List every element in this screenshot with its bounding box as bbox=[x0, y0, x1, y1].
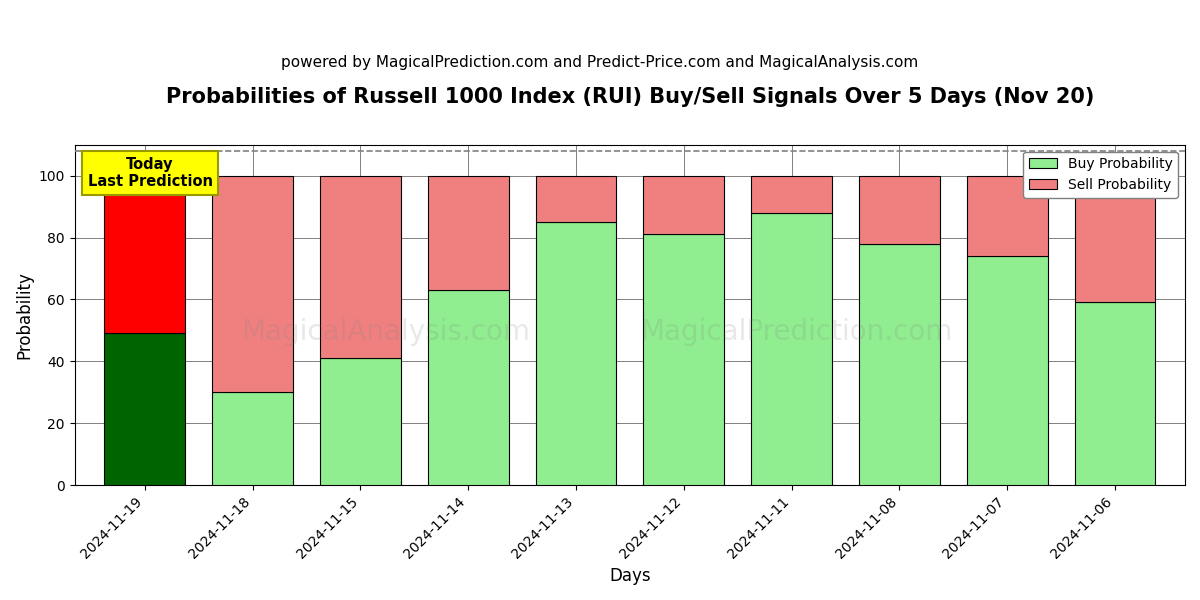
Text: powered by MagicalPrediction.com and Predict-Price.com and MagicalAnalysis.com: powered by MagicalPrediction.com and Pre… bbox=[281, 55, 919, 70]
Bar bbox=[751, 213, 832, 485]
Bar bbox=[859, 176, 940, 244]
Bar bbox=[967, 256, 1048, 485]
Bar bbox=[535, 176, 617, 222]
Bar bbox=[535, 222, 617, 485]
Title: Probabilities of Russell 1000 Index (RUI) Buy/Sell Signals Over 5 Days (Nov 20): Probabilities of Russell 1000 Index (RUI… bbox=[166, 87, 1094, 107]
Bar bbox=[212, 392, 293, 485]
Text: MagicalPrediction.com: MagicalPrediction.com bbox=[640, 318, 953, 346]
Bar bbox=[427, 176, 509, 290]
Bar bbox=[643, 176, 724, 235]
Bar bbox=[320, 358, 401, 485]
Bar bbox=[1074, 176, 1156, 302]
Y-axis label: Probability: Probability bbox=[16, 271, 34, 359]
Bar bbox=[859, 244, 940, 485]
Bar bbox=[1074, 302, 1156, 485]
Bar bbox=[320, 176, 401, 358]
Text: Today
Last Prediction: Today Last Prediction bbox=[88, 157, 212, 190]
Bar bbox=[104, 334, 185, 485]
Legend: Buy Probability, Sell Probability: Buy Probability, Sell Probability bbox=[1024, 152, 1178, 197]
Bar bbox=[643, 235, 724, 485]
Bar bbox=[967, 176, 1048, 256]
Bar bbox=[427, 290, 509, 485]
Bar bbox=[212, 176, 293, 392]
X-axis label: Days: Days bbox=[610, 567, 650, 585]
Bar bbox=[751, 176, 832, 213]
Bar bbox=[104, 176, 185, 334]
Text: MagicalAnalysis.com: MagicalAnalysis.com bbox=[241, 318, 530, 346]
